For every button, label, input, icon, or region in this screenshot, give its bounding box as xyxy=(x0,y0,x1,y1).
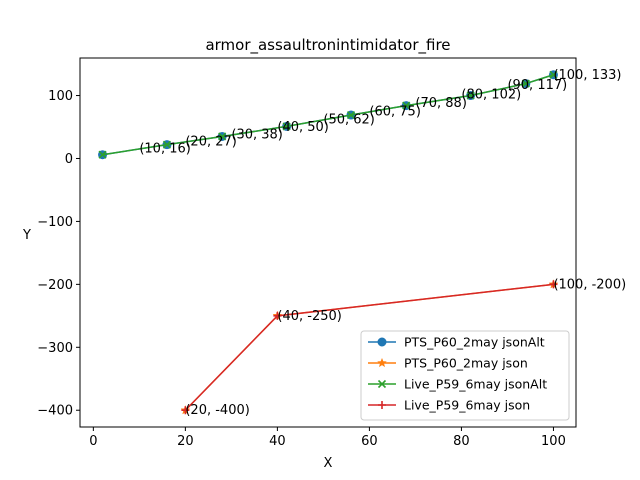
x-axis-label: X xyxy=(324,456,333,471)
y-tick-label: −200 xyxy=(37,278,73,293)
legend-marker xyxy=(377,337,387,347)
x-tick-label: 20 xyxy=(177,434,194,449)
data-point xyxy=(181,406,190,415)
data-label: (10, 16) xyxy=(139,141,191,156)
legend-label: Live_P59_6may json xyxy=(404,398,530,413)
legend: PTS_P60_2may jsonAlt PTS_P60_2may json Liv… xyxy=(360,330,570,421)
legend-item: Live_P59_6may json xyxy=(368,398,530,413)
data-point xyxy=(521,79,530,88)
legend-item: PTS_P60_2may jsonAlt xyxy=(368,335,545,350)
legend-marker xyxy=(378,401,386,409)
legend-label: Live_P59_6may jsonAlt xyxy=(404,377,547,392)
data-point xyxy=(346,110,356,120)
data-point xyxy=(402,101,411,110)
data-label: (80, 102) xyxy=(461,87,521,102)
chart-title: armor_assaultronintimidator_fire xyxy=(205,36,450,55)
legend-label: PTS_P60_2may jsonAlt xyxy=(404,335,545,350)
data-point xyxy=(218,132,227,141)
data-label: (90, 117) xyxy=(507,78,567,93)
y-tick-label: 100 xyxy=(48,89,73,104)
data-point xyxy=(98,150,107,159)
data-point xyxy=(282,122,291,131)
x-tick-label: 60 xyxy=(361,434,378,449)
axes-frame xyxy=(79,57,577,428)
data-label: (40, 50) xyxy=(277,120,329,135)
x-tick-label: 100 xyxy=(541,434,566,449)
y-tick-label: 0 xyxy=(65,152,73,167)
axes: 0 20 40 60 80 100 −400 −300 −200 −100 0 100 xyxy=(37,89,566,449)
series-3 xyxy=(181,280,558,415)
y-tick-label: −300 xyxy=(37,341,73,356)
legend-item: Live_P59_6may jsonAlt xyxy=(368,377,547,392)
x-tick-label: 40 xyxy=(269,434,286,449)
annotations: (10, 16)(20, 27)(30, 38)(40, 50)(50, 62)… xyxy=(139,68,626,418)
legend-marker xyxy=(377,379,387,389)
plot-area: (10, 16)(20, 27)(30, 38)(40, 50)(50, 62)… xyxy=(98,68,626,418)
data-label: (100, 133) xyxy=(553,68,621,83)
x-tick-label: 0 xyxy=(89,434,97,449)
legend-item: PTS_P60_2may json xyxy=(368,356,528,371)
data-label: (20, 27) xyxy=(185,134,237,149)
series-2 xyxy=(98,70,558,159)
y-axis-label: Y xyxy=(22,228,31,243)
data-label: (50, 62) xyxy=(323,112,375,127)
data-point xyxy=(466,91,475,100)
legend-label: PTS_P60_2may json xyxy=(404,356,528,371)
y-tick-label: −100 xyxy=(37,215,73,230)
data-label: (20, -400) xyxy=(185,403,249,418)
data-point xyxy=(273,311,282,320)
x-tick-label: 80 xyxy=(453,434,470,449)
data-point xyxy=(549,70,558,79)
y-tick-label: −400 xyxy=(37,404,73,419)
data-label: (40, -250) xyxy=(277,309,341,324)
data-label: (30, 38) xyxy=(231,128,283,143)
data-point xyxy=(549,280,558,289)
data-label: (100, -200) xyxy=(553,277,626,292)
data-point xyxy=(162,140,172,149)
data-label: (70, 88) xyxy=(415,96,467,111)
legend-marker xyxy=(377,357,387,368)
legend-box xyxy=(360,330,570,421)
data-label: (60, 75) xyxy=(369,104,421,119)
